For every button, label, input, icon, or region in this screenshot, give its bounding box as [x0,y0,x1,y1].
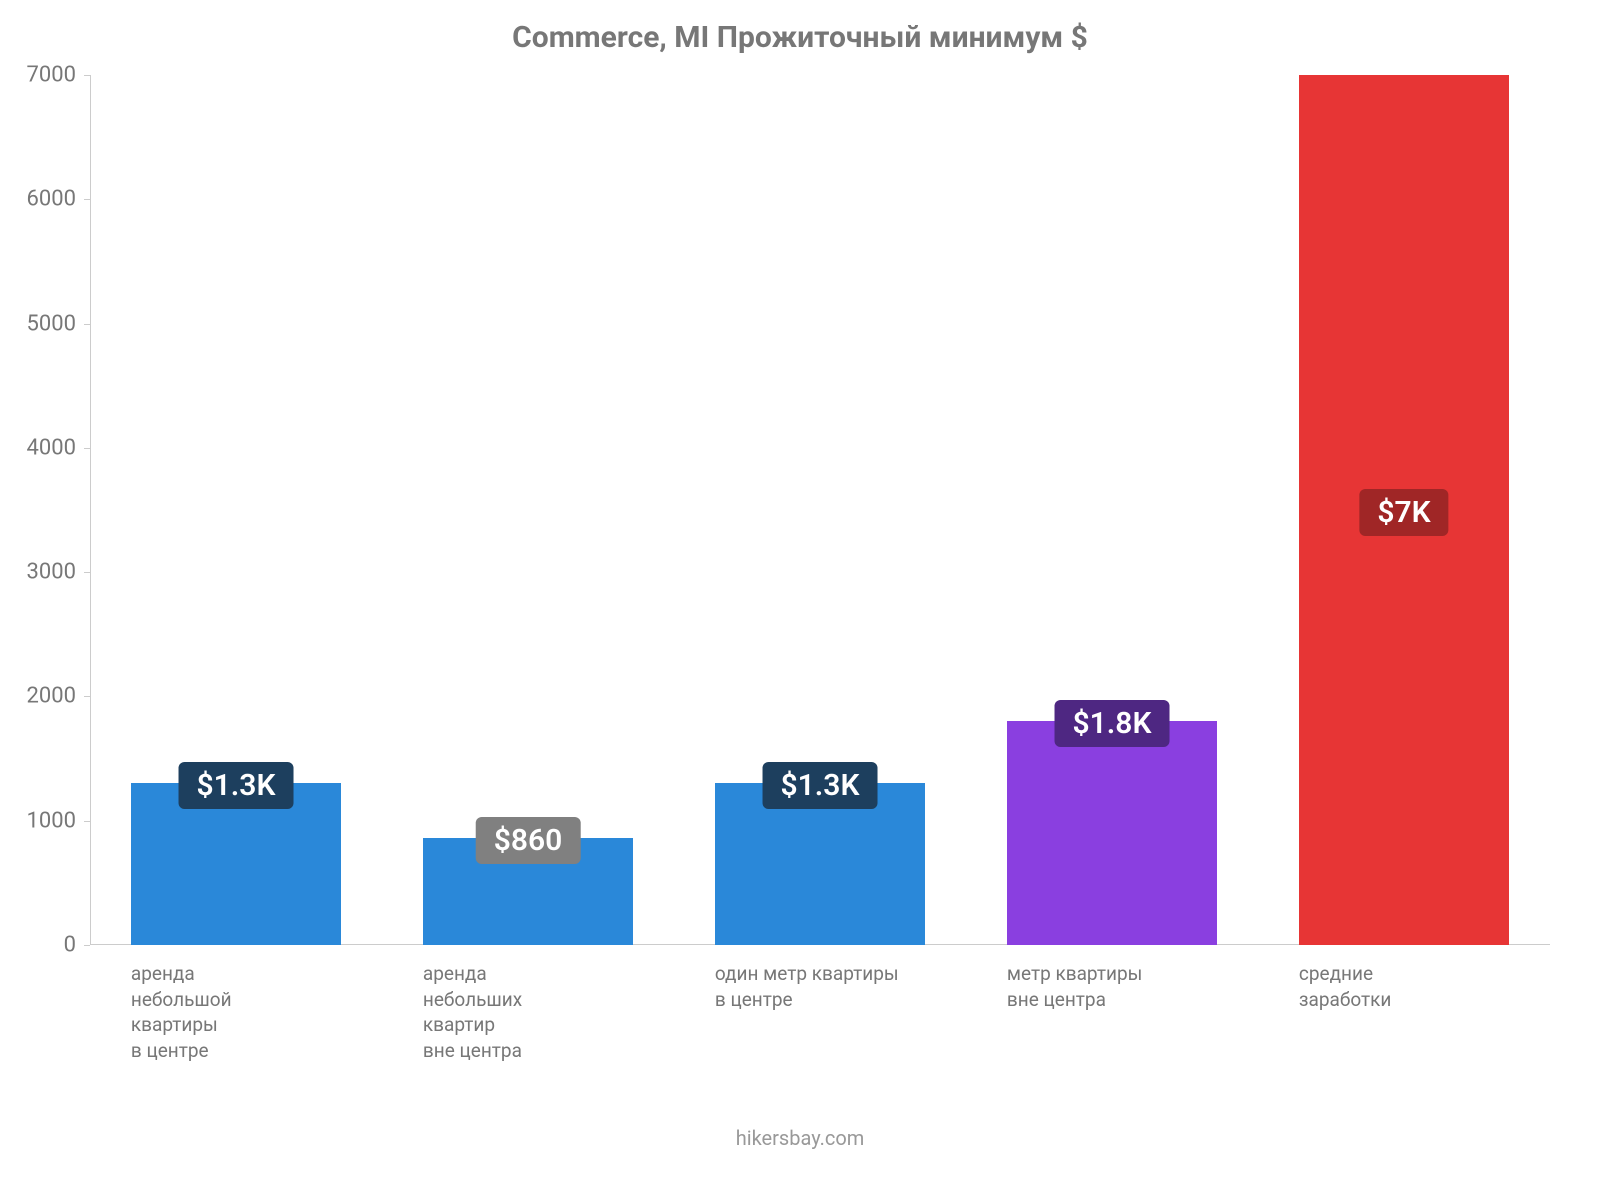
footer-credit: hikersbay.com [0,1126,1600,1150]
x-category-label: аренда небольшой квартиры в центре [131,945,341,1064]
y-axis-line [90,75,91,945]
y-tick-mark [84,696,90,697]
y-tick-label: 2000 [27,684,90,709]
y-tick-mark [84,945,90,946]
y-tick-mark [84,75,90,76]
x-category-label: аренда небольших квартир вне центра [423,945,633,1064]
y-tick-label: 6000 [27,187,90,212]
y-tick-mark [84,572,90,573]
y-tick-label: 1000 [27,808,90,833]
bar: $1.3K [715,783,925,945]
bar: $7K [1299,75,1509,945]
y-tick-label: 4000 [27,435,90,460]
bar: $1.3K [131,783,341,945]
y-tick-mark [84,324,90,325]
bar: $860 [423,838,633,945]
y-tick-mark [84,199,90,200]
x-category-label: средние заработки [1299,945,1509,1012]
bar-value-chip: $7K [1359,489,1448,536]
x-category-label: метр квартиры вне центра [1007,945,1217,1012]
y-tick-mark [84,821,90,822]
y-tick-mark [84,448,90,449]
y-tick-label: 7000 [27,63,90,88]
bar-value-chip: $1.3K [179,762,294,809]
x-category-label: один метр квартиры в центре [715,945,925,1012]
bar-value-chip: $1.3K [763,762,878,809]
chart-title: Commerce, MI Прожиточный минимум $ [0,20,1600,55]
bar-value-chip: $860 [476,817,581,864]
plot-area: 01000200030004000500060007000$1.3Kаренда… [90,75,1550,945]
bar: $1.8K [1007,721,1217,945]
bar-value-chip: $1.8K [1055,700,1170,747]
y-tick-label: 3000 [27,560,90,585]
cost-of-living-chart: Commerce, MI Прожиточный минимум $ 01000… [0,0,1600,1200]
y-tick-label: 5000 [27,311,90,336]
